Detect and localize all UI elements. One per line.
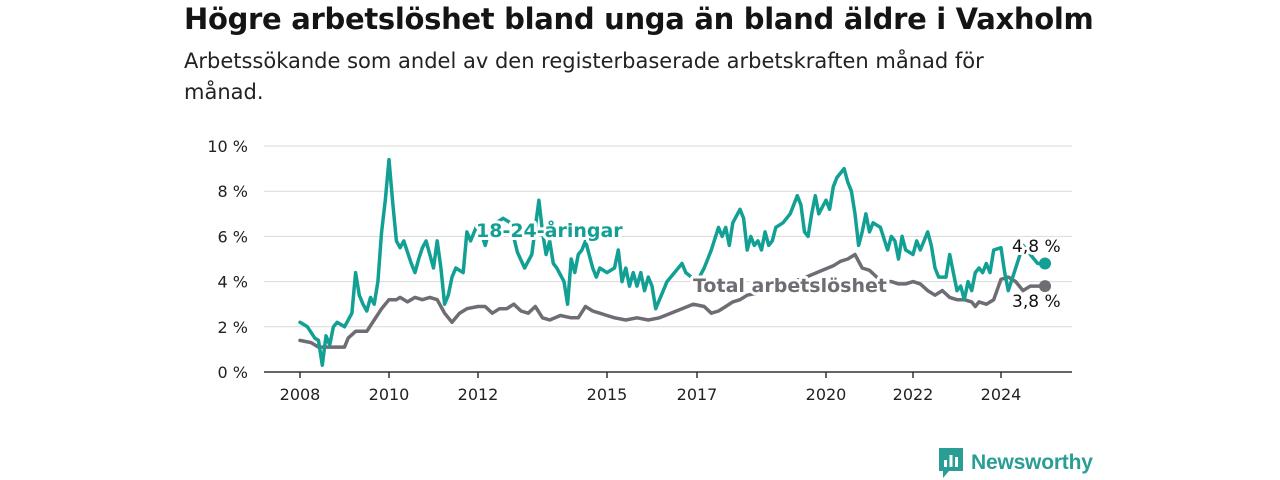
x-tick-label: 2022 xyxy=(893,385,934,404)
x-tick-label: 2010 xyxy=(369,385,410,404)
series-label-total-halo: Total arbetslöshet xyxy=(693,275,887,297)
end-value-label-total-halo: 3,8 % xyxy=(1012,292,1061,312)
end-value-label-youth: 4,8 % xyxy=(1012,237,1061,257)
youth-series-line xyxy=(298,157,1047,367)
y-tick-label: 8 % xyxy=(218,182,248,201)
y-tick-label: 4 % xyxy=(218,273,248,292)
y-axis-tick-labels: 0 % 2 % 4 % 6 % 8 % 10 % xyxy=(207,137,248,382)
youth-series-end-point xyxy=(1039,257,1051,270)
x-axis: 2008 2010 2012 2015 2017 2020 2022 2024 xyxy=(264,371,1072,404)
brand-name: Newsworthy xyxy=(971,451,1093,474)
end-value-label-youth-halo: 4,8 % xyxy=(1012,237,1061,257)
end-value-label-total: 3,8 % xyxy=(1012,292,1061,312)
x-tick-label: 2017 xyxy=(677,385,718,404)
series-label-total: Total arbetslöshet xyxy=(693,275,887,297)
x-tick-label: 2015 xyxy=(587,385,628,404)
series-lines xyxy=(298,157,1051,367)
chart-subtitle: Arbetssökande som andel av den registerb… xyxy=(184,49,984,104)
y-tick-label: 0 % xyxy=(218,363,248,382)
y-tick-label: 2 % xyxy=(218,318,248,337)
brand-logo: Newsworthy xyxy=(937,447,1093,479)
chart-title: Högre arbetslöshet bland unga än bland ä… xyxy=(184,2,1094,36)
total-series-line xyxy=(298,252,1047,349)
x-tick-label: 2024 xyxy=(981,385,1022,404)
newsworthy-logo-icon xyxy=(939,448,963,478)
x-tick-label: 2008 xyxy=(280,385,321,404)
x-tick-label: 2012 xyxy=(458,385,499,404)
y-tick-label: 10 % xyxy=(207,137,248,156)
y-tick-label: 6 % xyxy=(218,227,248,246)
grid-lines xyxy=(264,145,1072,328)
x-tick-label: 2020 xyxy=(806,385,847,404)
series-label-youth-halo: 18-24-åringar xyxy=(476,218,623,242)
total-series-end-point xyxy=(1039,280,1051,293)
series-label-youth: 18-24-åringar xyxy=(476,218,623,242)
